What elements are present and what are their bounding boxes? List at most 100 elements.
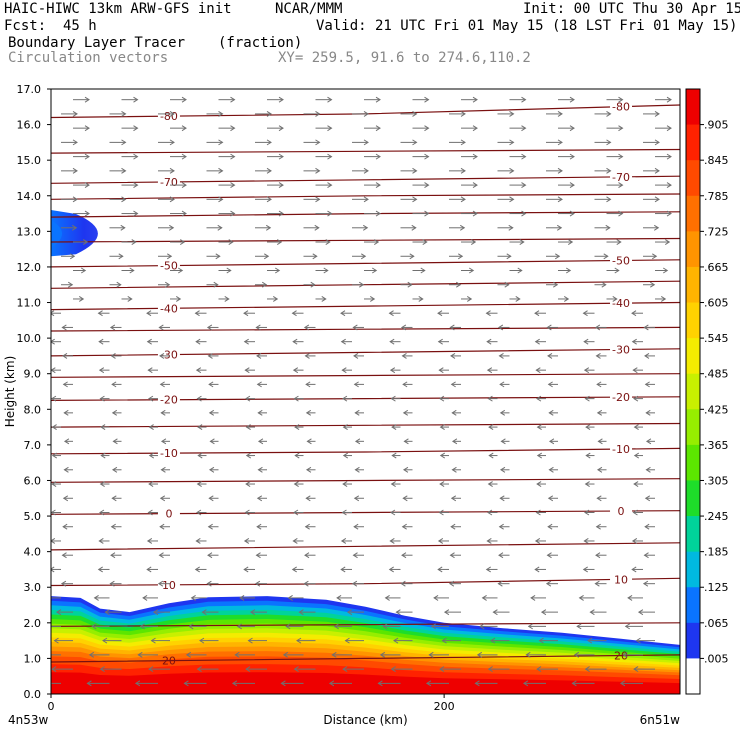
- wind-vector: [255, 139, 272, 146]
- wind-vector: [487, 481, 498, 487]
- wind-vector: [257, 438, 267, 445]
- wind-vector-head: [266, 196, 272, 203]
- colorbar-label: .485: [704, 368, 729, 381]
- wind-vector: [303, 167, 321, 174]
- wind-vector: [637, 609, 655, 616]
- wind-vector-head: [472, 182, 478, 189]
- wind-vector-head: [402, 381, 408, 388]
- wind-vector-head: [521, 153, 527, 160]
- wind-vector: [207, 352, 219, 359]
- wind-vector: [51, 597, 61, 599]
- wind-vector-head: [327, 182, 333, 189]
- wind-vector-head: [437, 310, 443, 317]
- wind-vector: [146, 566, 158, 573]
- wind-vector: [296, 637, 316, 644]
- colorbar-swatch: [686, 124, 700, 161]
- wind-vector: [645, 438, 655, 445]
- wind-vector: [655, 296, 667, 302]
- wind-vector: [498, 552, 510, 559]
- wind-vector: [558, 267, 572, 274]
- wind-vector-head: [239, 594, 245, 601]
- wind-vector: [147, 367, 158, 374]
- wind-vector: [412, 210, 430, 217]
- wind-vector-head: [82, 239, 89, 245]
- wind-vector-head: [244, 367, 250, 374]
- wind-vector: [206, 580, 219, 587]
- wind-vector-head: [654, 110, 660, 117]
- wind-vector: [644, 523, 655, 530]
- wind-vector: [109, 110, 127, 117]
- wind-vector: [245, 666, 267, 673]
- wind-vector-head: [488, 452, 494, 459]
- wind-vector: [633, 424, 643, 431]
- isotherm-label: -30: [160, 349, 178, 362]
- isotherm-label: -80: [160, 110, 178, 123]
- wind-vector-head: [218, 167, 224, 174]
- wind-vector: [110, 552, 122, 559]
- wind-vector-head: [402, 409, 409, 416]
- wind-vector-head: [315, 167, 321, 174]
- wind-vector: [595, 523, 607, 530]
- wind-vector: [655, 210, 672, 217]
- wind-vector-head: [547, 352, 553, 359]
- wind-vector: [487, 509, 498, 516]
- wind-vector-head: [569, 210, 575, 217]
- wind-vector: [509, 239, 525, 245]
- wind-vector: [631, 566, 643, 573]
- wind-vector: [548, 438, 558, 445]
- isotherm-line: [51, 510, 680, 515]
- wind-vector: [340, 538, 352, 544]
- wind-vector-head: [606, 167, 612, 174]
- wind-vector: [256, 381, 267, 388]
- wind-vector-head: [336, 594, 342, 601]
- wind-vector-head: [563, 296, 570, 302]
- wind-vector: [206, 167, 224, 174]
- wind-vector-head: [72, 110, 78, 117]
- colorbar-label: .245: [704, 510, 729, 523]
- wind-vector: [99, 509, 110, 516]
- isotherm-label: 20: [162, 655, 176, 668]
- wind-vector-head: [633, 452, 640, 459]
- isotherm-line: [51, 622, 680, 627]
- wind-vector-head: [439, 424, 445, 431]
- wind-vector-head: [71, 224, 78, 231]
- wind-vector: [206, 196, 224, 203]
- wind-vector: [389, 538, 401, 544]
- wind-vector-head: [243, 338, 249, 345]
- wind-vector: [199, 637, 219, 644]
- wind-vector: [597, 438, 607, 445]
- wind-vector-head: [226, 267, 232, 274]
- wind-vector-head: [98, 538, 104, 544]
- wind-vector-head: [428, 651, 434, 658]
- wind-vector: [583, 538, 595, 544]
- wind-vector-head: [51, 481, 57, 487]
- wind-vector: [188, 623, 207, 630]
- wind-vector-head: [177, 267, 184, 274]
- wind-vector-head: [160, 409, 166, 416]
- wind-vector-head: [497, 324, 504, 331]
- wind-vector-head: [363, 110, 369, 117]
- wind-vector-head: [110, 552, 116, 559]
- wind-vector-head: [437, 338, 443, 345]
- wind-vector-head: [245, 424, 251, 431]
- wind-vector: [247, 637, 267, 644]
- wind-vector-head: [257, 409, 263, 416]
- wind-vector: [643, 196, 660, 203]
- wind-vector: [388, 566, 401, 573]
- wind-vector-head: [243, 538, 250, 544]
- wind-vector-head: [618, 153, 624, 160]
- wind-vector: [633, 452, 643, 459]
- wind-vector-head: [645, 409, 651, 416]
- left-endpoint-label: 4n53w: [8, 713, 49, 727]
- wind-vector: [158, 253, 173, 260]
- wind-vector: [51, 395, 61, 402]
- wind-vector: [195, 538, 207, 544]
- wind-vector-head: [439, 666, 445, 673]
- wind-vector-head: [160, 466, 166, 473]
- y-tick-label: 0.0: [24, 688, 42, 701]
- wind-vector: [479, 623, 498, 630]
- wind-vector-head: [534, 338, 540, 345]
- wind-vector-head: [583, 538, 589, 544]
- wind-vector-head: [84, 125, 90, 132]
